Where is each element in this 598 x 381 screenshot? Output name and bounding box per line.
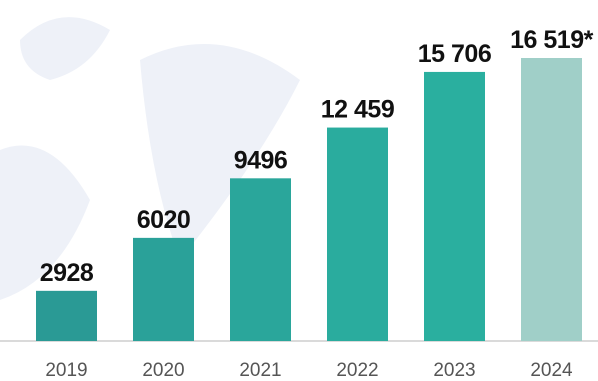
watermark (0, 17, 300, 300)
x-tick-label: 2019 (45, 360, 87, 381)
value-label: 2928 (40, 259, 94, 287)
bar (36, 290, 97, 341)
x-tick-label: 2020 (142, 360, 184, 381)
watermark-shape (20, 17, 110, 80)
bar (327, 127, 388, 342)
watermark-shape (140, 44, 300, 260)
value-label: 9496 (234, 146, 288, 174)
watermark-shape (0, 145, 90, 300)
bar (424, 71, 485, 341)
x-tick-label: 2021 (239, 360, 281, 381)
x-tick-label: 2024 (530, 360, 573, 381)
value-label: 6020 (137, 206, 191, 234)
bar (521, 58, 582, 341)
x-tick-label: 2022 (336, 360, 378, 381)
bar (133, 237, 194, 341)
x-tick-label: 2023 (433, 360, 475, 381)
bar (230, 178, 291, 341)
value-label: 12 459 (321, 96, 394, 124)
value-label: 15 706 (418, 40, 491, 68)
value-label: 16 519* (510, 26, 593, 54)
